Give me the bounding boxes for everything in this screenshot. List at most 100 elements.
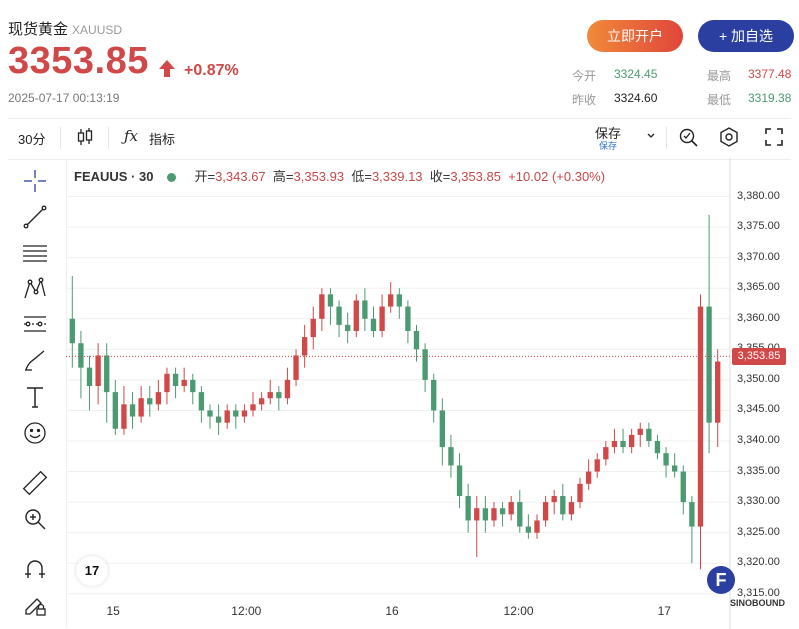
candle-body [121, 404, 127, 429]
candle-body [129, 404, 136, 417]
candle-body [104, 355, 110, 393]
candle-body [525, 526, 532, 533]
candle-body [594, 459, 600, 472]
open-label: 今开 [572, 69, 597, 83]
time-tick-label: 16 [385, 604, 399, 618]
candle-body [611, 441, 618, 448]
watermark: SINOBOUND [730, 598, 786, 608]
save-button[interactable]: 保存 [595, 126, 622, 141]
drawing-toolbar [8, 158, 67, 628]
lock-pencil-icon[interactable] [22, 592, 48, 618]
pattern-icon[interactable] [22, 276, 48, 302]
tradingview-logo[interactable]: 17 [76, 556, 108, 586]
candlestick-icon[interactable] [76, 127, 94, 150]
fullscreen-icon[interactable] [764, 127, 784, 150]
add-watchlist-button[interactable]: + 加自选 [698, 20, 794, 52]
legend-low: 3,339.13 [371, 169, 423, 184]
alert-icon[interactable] [678, 126, 700, 151]
candle-body [672, 465, 678, 472]
candle-body [620, 441, 626, 448]
candle-body [465, 496, 471, 521]
legend-high-label: 高= [272, 169, 294, 184]
sinobound-logo-icon: F [707, 566, 735, 594]
candle-body [568, 502, 575, 515]
brush-icon[interactable] [22, 348, 48, 374]
candle-body [224, 410, 230, 423]
chevron-down-icon[interactable] [646, 129, 656, 144]
candle-body [215, 416, 222, 423]
candle-body [439, 410, 445, 448]
candle-body [405, 306, 411, 331]
status-dot-icon [167, 173, 177, 183]
legend-open-label: 开= [194, 169, 216, 184]
prev-close-label: 昨收 [572, 93, 597, 107]
candle-body [164, 373, 170, 393]
candle-body [284, 379, 291, 399]
candle-body [628, 434, 635, 448]
time-tick-label: 17 [657, 604, 671, 618]
candle-body [482, 508, 489, 521]
time-tick-label: 12:00 [503, 604, 534, 618]
last-price-label: 3,353.85 [732, 348, 786, 366]
candle-body [327, 294, 334, 307]
candle-body [310, 318, 316, 338]
candle-body [474, 508, 480, 521]
candle-body [585, 471, 592, 484]
interval-selector[interactable]: 30分 [18, 132, 46, 147]
candle-body [560, 496, 566, 515]
candle-body [388, 294, 394, 307]
price-tick-label: 3,375.00 [737, 220, 780, 233]
save-sub-label: 保存 [599, 141, 618, 151]
fx-icon[interactable]: ƒx [124, 127, 139, 145]
text-icon[interactable] [22, 384, 48, 410]
candle-body [267, 392, 273, 399]
low-value: 3319.38 [748, 91, 792, 105]
price-tick-label: 3,330.00 [737, 495, 780, 508]
candle-body [345, 324, 351, 331]
ruler-icon[interactable] [22, 470, 48, 496]
candle-body [258, 398, 265, 405]
candle-body [276, 392, 282, 399]
zoom-in-icon[interactable] [22, 506, 48, 532]
candle-body [241, 410, 248, 417]
horizontal-lines-icon[interactable] [22, 240, 48, 266]
candle-body [603, 447, 609, 460]
candle-body [207, 410, 213, 417]
candle-body [499, 508, 506, 515]
candle-body [577, 483, 583, 503]
emoji-icon[interactable] [22, 420, 48, 446]
candle-body [413, 331, 420, 350]
candle-body [293, 355, 299, 380]
instrument-code: XAUUSD [72, 23, 123, 37]
candle-body [353, 300, 359, 331]
candle-body [370, 318, 377, 331]
crosshair-icon[interactable] [22, 168, 48, 194]
price-change: +0.87% [184, 62, 239, 79]
candle-body [508, 502, 514, 515]
candlestick-chart[interactable] [66, 158, 799, 629]
candle-body [646, 428, 652, 441]
low-label: 最低 [707, 93, 732, 107]
indicators-button[interactable]: 指标 [149, 132, 176, 147]
candle-body [233, 410, 239, 417]
candle-body [551, 496, 557, 503]
trendline-icon[interactable] [22, 204, 48, 230]
legend-close: 3,353.85 [450, 169, 501, 184]
candle-body [198, 392, 205, 411]
magnet-icon[interactable] [22, 556, 48, 582]
settings-icon[interactable] [718, 126, 740, 151]
candle-body [534, 520, 540, 533]
open-account-button[interactable]: 立即开户 [587, 20, 683, 52]
price-tick-label: 3,335.00 [737, 464, 780, 477]
up-arrow-icon [159, 60, 175, 69]
legend-low-label: 低= [351, 169, 372, 184]
candle-body [155, 392, 162, 405]
candle-body [637, 428, 643, 435]
candle-body [190, 379, 196, 393]
instrument-title: 现货黄金 XAUUSD [8, 18, 122, 39]
fib-icon[interactable] [22, 312, 48, 338]
candle-body [362, 300, 368, 319]
legend-high: 3,353.93 [293, 169, 345, 184]
candle-body [301, 337, 308, 356]
candle-body [542, 502, 549, 521]
